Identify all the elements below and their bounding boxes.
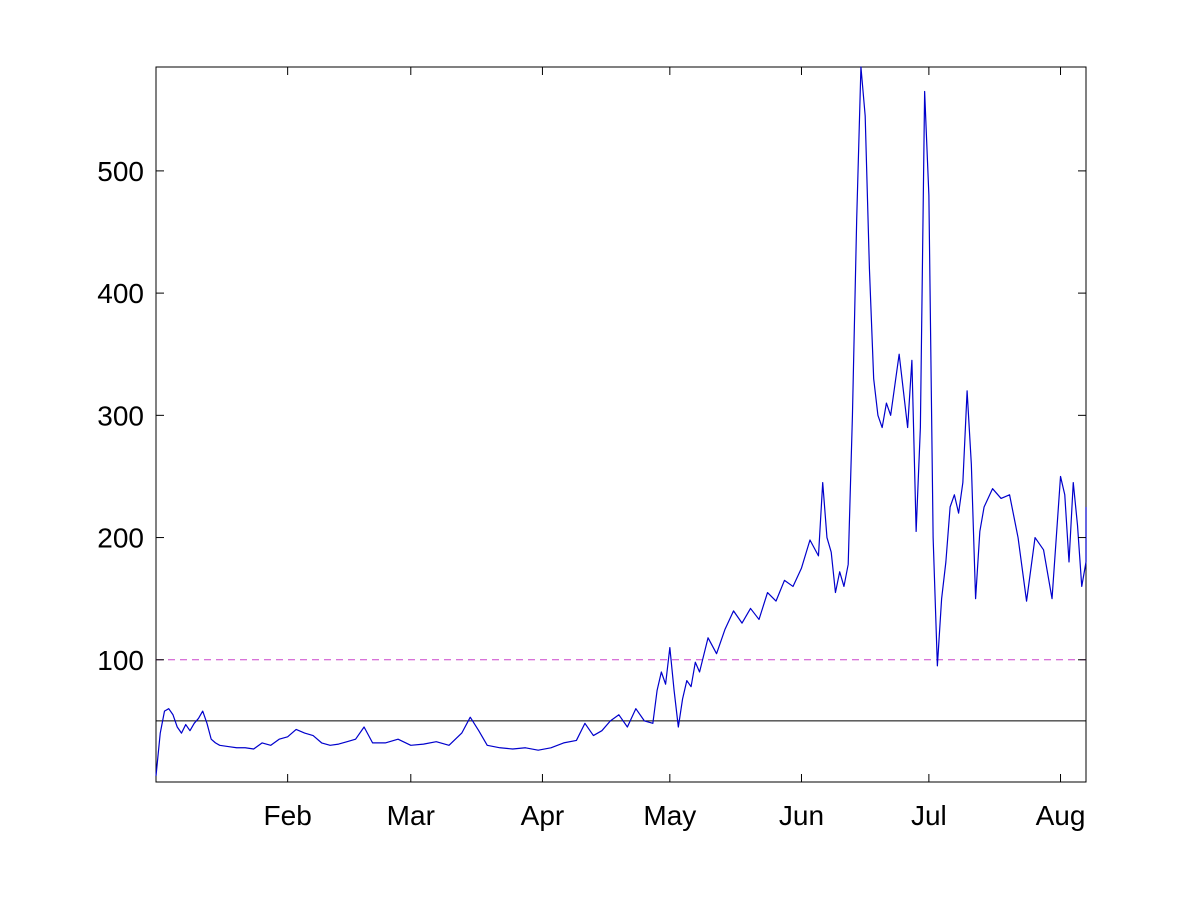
y-tick-label: 300 [97,400,144,431]
y-tick-label: 100 [97,645,144,676]
y-tick-label: 400 [97,278,144,309]
reference-lines [156,659,1086,722]
series-layer [155,66,1087,776]
x-tick-label: Jul [911,800,947,831]
y-tick-label: 200 [97,523,144,554]
plot-area [155,66,1087,783]
x-axis: Feb Mar Apr May Jun Jul Aug [264,67,1086,831]
y-tick-label: 500 [97,156,144,187]
y-axis: 100 200 300 400 500 [97,156,1086,676]
x-tick-label: May [643,800,696,831]
x-tick-label: Feb [264,800,312,831]
x-tick-label: Jun [779,800,824,831]
x-tick-label: Aug [1036,800,1086,831]
x-tick-label: Apr [521,800,565,831]
series-line-1 [155,66,1087,776]
x-tick-label: Mar [387,800,435,831]
